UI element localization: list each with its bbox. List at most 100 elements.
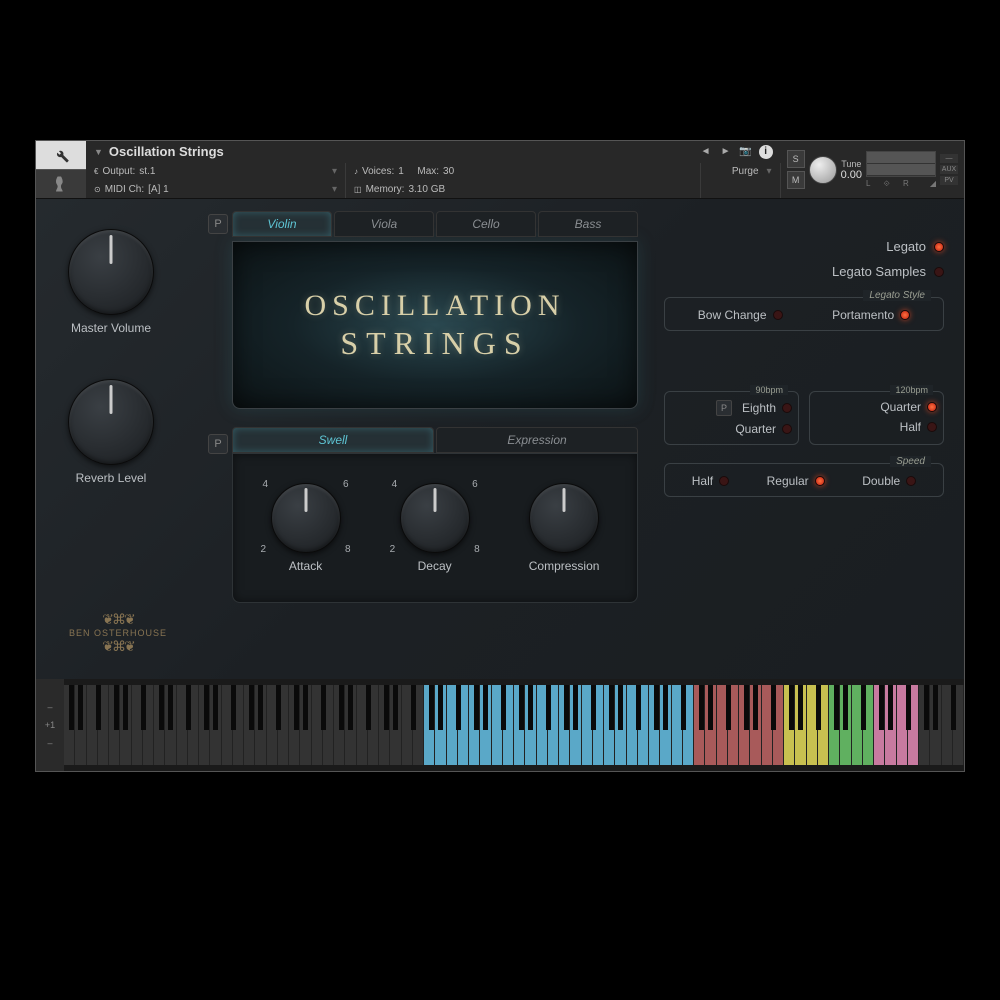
close-icon[interactable]: — xyxy=(940,154,958,163)
tick: 6 xyxy=(472,479,478,490)
bpm120-quarter[interactable]: Quarter xyxy=(816,400,937,414)
p-badge[interactable]: P xyxy=(716,400,732,416)
octave[interactable] xyxy=(919,685,964,765)
mute-button[interactable]: M xyxy=(787,171,805,189)
tick: 2 xyxy=(261,544,267,555)
decay-knob[interactable] xyxy=(400,483,470,553)
tick: 8 xyxy=(474,544,480,555)
tab-violin[interactable]: Violin xyxy=(232,211,332,237)
bpm90-eighth[interactable]: P Eighth xyxy=(671,400,792,416)
center-panel: P ViolinViolaCelloBass OSCILLATION STRIN… xyxy=(208,211,638,603)
attack-knob[interactable] xyxy=(271,483,341,553)
legato-style-title: Legato Style xyxy=(863,290,931,301)
octave[interactable] xyxy=(424,685,469,765)
info-icon[interactable]: i xyxy=(759,145,773,159)
eighth-label: Eighth xyxy=(742,401,776,415)
bpm120-section: 120bpm Quarter Half xyxy=(809,391,944,445)
vol-slider-icon[interactable]: ◢ xyxy=(930,179,936,189)
legato-option[interactable]: Legato xyxy=(664,239,944,254)
tick: 4 xyxy=(263,479,269,490)
tab-viola[interactable]: Viola xyxy=(334,211,434,237)
tune-knob[interactable] xyxy=(809,156,837,184)
octave[interactable] xyxy=(694,685,739,765)
decay-label: Decay xyxy=(400,559,470,573)
master-volume-knob[interactable] xyxy=(68,229,154,315)
speed-title: Speed xyxy=(890,456,931,467)
dropdown-icon[interactable]: ▼ xyxy=(94,147,103,157)
pan-r-label: R xyxy=(903,179,909,189)
tick: 8 xyxy=(345,544,351,555)
bpm120-half[interactable]: Half xyxy=(816,420,937,434)
reverb-knob[interactable] xyxy=(68,379,154,465)
octave-shift[interactable]: +1 xyxy=(45,720,55,730)
mode-tabs: SwellExpression xyxy=(232,427,638,453)
tab-swell[interactable]: Swell xyxy=(232,427,434,453)
led xyxy=(719,476,729,486)
octave[interactable] xyxy=(334,685,379,765)
octave[interactable] xyxy=(469,685,514,765)
octave[interactable] xyxy=(244,685,289,765)
purge-label[interactable]: Purge xyxy=(732,166,759,177)
quarter-label: Quarter xyxy=(880,400,921,414)
output-label: Output: xyxy=(102,166,135,177)
output-value[interactable]: st.1 xyxy=(139,166,155,177)
memory-label: Memory: xyxy=(366,184,405,195)
next-icon[interactable]: ► xyxy=(719,145,733,159)
octave[interactable] xyxy=(649,685,694,765)
prev-icon[interactable]: ◄ xyxy=(699,145,713,159)
keyboard-minus[interactable]: – xyxy=(47,702,52,712)
octave[interactable] xyxy=(604,685,649,765)
octave[interactable] xyxy=(739,685,784,765)
legato-style-section: Legato Style Bow Change Portamento xyxy=(664,297,944,331)
led xyxy=(782,403,792,413)
led xyxy=(927,422,937,432)
level-meter xyxy=(866,151,936,177)
max-value[interactable]: 30 xyxy=(443,166,454,177)
violin-icon[interactable] xyxy=(36,170,86,198)
octave[interactable] xyxy=(154,685,199,765)
solo-button[interactable]: S xyxy=(787,150,805,168)
tick: 4 xyxy=(392,479,398,490)
voices-value: 1 xyxy=(398,166,404,177)
octave[interactable] xyxy=(289,685,334,765)
tab-cello[interactable]: Cello xyxy=(436,211,536,237)
octave[interactable] xyxy=(559,685,604,765)
p-button-2[interactable]: P xyxy=(208,434,228,454)
p-button-1[interactable]: P xyxy=(208,214,228,234)
bpm90-quarter[interactable]: Quarter xyxy=(671,422,792,436)
tab-expression[interactable]: Expression xyxy=(436,427,638,453)
octave[interactable] xyxy=(109,685,154,765)
midi-value[interactable]: [A] 1 xyxy=(148,184,169,195)
speed-regular[interactable]: Regular xyxy=(767,474,825,488)
pv-badge[interactable]: PV xyxy=(940,176,958,185)
voices-label: Voices: xyxy=(362,166,394,177)
octave[interactable] xyxy=(829,685,874,765)
compression-knob[interactable] xyxy=(529,483,599,553)
keyboard-minus2[interactable]: – xyxy=(47,738,52,748)
camera-icon[interactable]: 📷 xyxy=(739,145,753,159)
octave[interactable] xyxy=(64,685,109,765)
octave[interactable] xyxy=(874,685,919,765)
half-label: Half xyxy=(900,420,921,434)
double-label: Double xyxy=(862,474,900,488)
speed-double[interactable]: Double xyxy=(862,474,916,488)
wrench-icon[interactable] xyxy=(36,141,86,170)
keyboard[interactable] xyxy=(64,679,964,771)
aux-badge[interactable]: AUX xyxy=(940,165,958,174)
octave[interactable] xyxy=(784,685,829,765)
legato-samples-option[interactable]: Legato Samples xyxy=(664,264,944,279)
decay-group: 4 6 2 8 Decay xyxy=(400,483,470,573)
bow-change-option[interactable]: Bow Change xyxy=(698,308,783,322)
portamento-option[interactable]: Portamento xyxy=(832,308,910,322)
octave[interactable] xyxy=(514,685,559,765)
speed-half[interactable]: Half xyxy=(692,474,729,488)
octave[interactable] xyxy=(199,685,244,765)
pan-l-label: L xyxy=(866,179,870,189)
master-volume-group: Master Volume xyxy=(68,229,154,335)
led xyxy=(906,476,916,486)
octave[interactable] xyxy=(379,685,424,765)
pan-slider-icon[interactable]: ⟐ xyxy=(884,179,890,189)
master-volume-label: Master Volume xyxy=(68,321,154,335)
tab-bass[interactable]: Bass xyxy=(538,211,638,237)
bpm90-title: 90bpm xyxy=(750,385,788,395)
